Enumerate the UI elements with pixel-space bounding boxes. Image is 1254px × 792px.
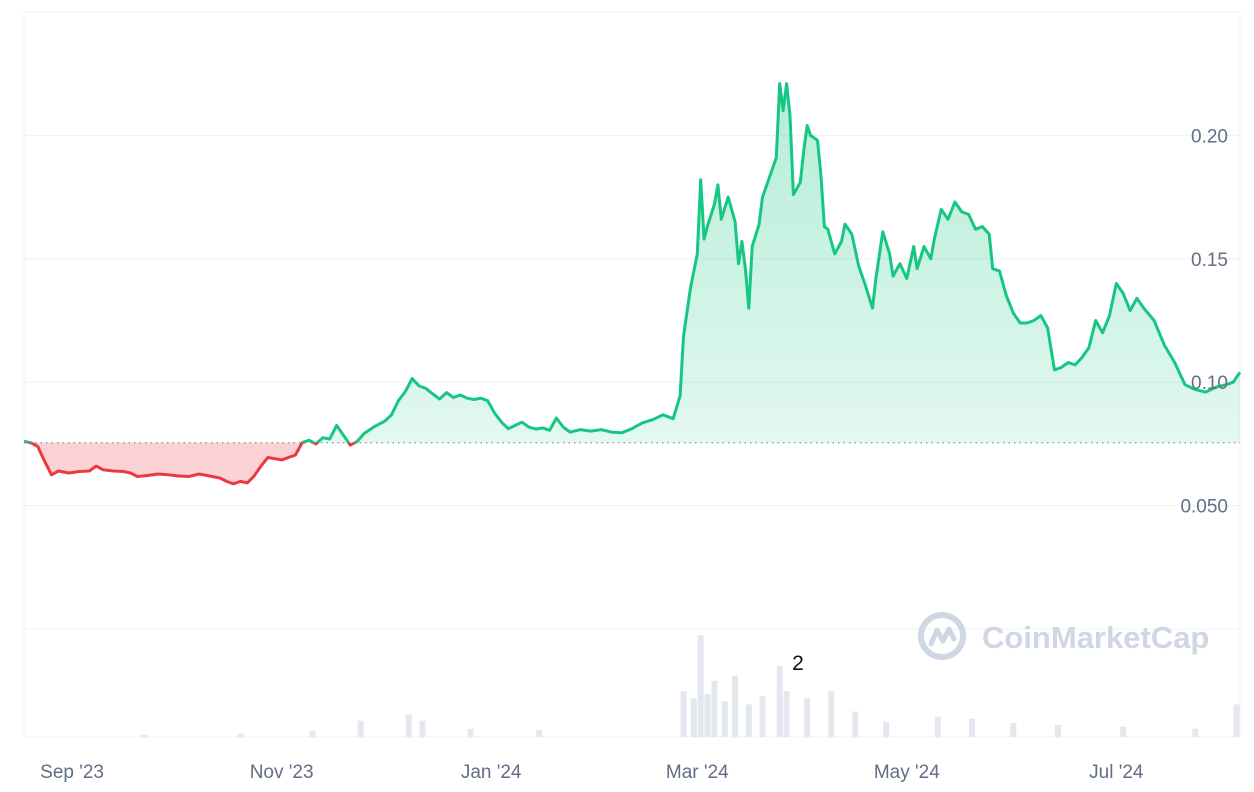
volume-bar [1054, 724, 1061, 737]
volume-bar [934, 716, 941, 737]
y-tick-label: 0.15 [1191, 250, 1228, 271]
y-tick-label: 0.20 [1191, 126, 1228, 147]
price-line-below-baseline [23, 442, 358, 486]
volume-bar [680, 691, 687, 737]
price-area-below-baseline [24, 442, 1240, 484]
volume-bar [697, 635, 704, 737]
volume-bar [711, 680, 718, 737]
coinmarketcap-logo-icon [918, 612, 966, 660]
x-tick-label: Nov '23 [250, 762, 314, 783]
volume-bar [852, 711, 859, 737]
volume-bar [357, 720, 364, 737]
volume-bar [309, 730, 316, 737]
volume-bar [732, 675, 739, 737]
volume-bar [759, 696, 766, 737]
x-tick-label: Jan '24 [461, 762, 522, 783]
y-tick-label: 0.10 [1191, 373, 1228, 394]
price-line-above-baseline [23, 82, 1242, 443]
volume-bar [237, 733, 244, 737]
volume-bar [828, 691, 835, 737]
volume-bar [419, 720, 426, 737]
x-tick-label: Mar '24 [666, 762, 729, 783]
volume-bar [804, 698, 811, 737]
x-tick-label: Sep '23 [40, 762, 104, 783]
volume-bar [1010, 722, 1017, 737]
x-axis-ticks: Sep '23 Nov '23 Jan '24 Mar '24 May '24 Jul '… [40, 762, 1144, 783]
volume-bar [883, 721, 890, 737]
y-tick-label: 0.050 [1180, 497, 1228, 518]
watermark: CoinMarketCap [918, 612, 1209, 660]
volume-bar [745, 704, 752, 737]
volume-bar [969, 718, 976, 737]
volume-bar [783, 691, 790, 737]
volume-bar [405, 714, 412, 737]
volume-bar [721, 701, 728, 737]
volume-bar [704, 694, 711, 737]
volume-bar [1192, 728, 1199, 737]
y-axis-ticks: 0.050 0.10 0.15 0.20 [1180, 126, 1228, 517]
volume-bars [141, 635, 1240, 737]
volume-max-label: 2 [792, 652, 804, 675]
watermark-text: CoinMarketCap [982, 620, 1209, 655]
price-area-above-baseline [24, 83, 1240, 443]
volume-bar [141, 734, 148, 737]
volume-bar [467, 728, 474, 737]
volume-bar [776, 665, 783, 737]
x-tick-label: May '24 [874, 762, 940, 783]
volume-bar [1233, 704, 1240, 737]
volume-bar [690, 698, 697, 737]
volume-bar [536, 729, 543, 737]
volume-bar [1120, 726, 1127, 737]
x-tick-label: Jul '24 [1089, 762, 1144, 783]
